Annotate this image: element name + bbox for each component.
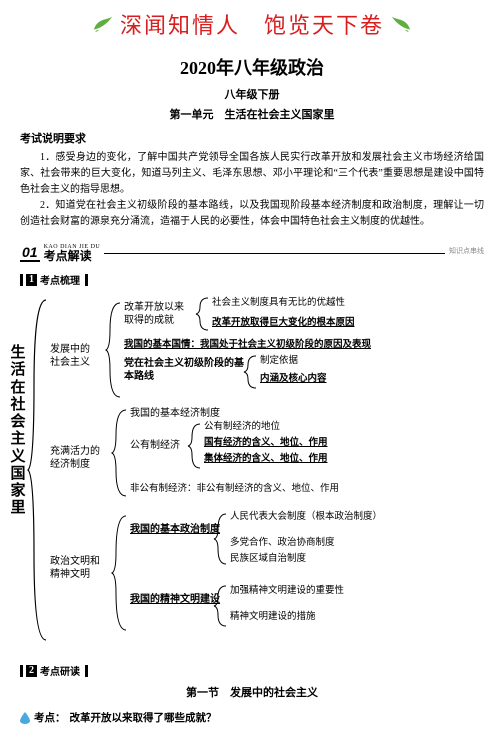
- para-1: 1．感受身边的变化，了解中国共产党领导全国各族人民实行改革开放和发展社会主义市场…: [20, 150, 484, 198]
- a3r1: 制定依据: [260, 355, 298, 367]
- a1: 改革开放以来 取得的成就: [124, 301, 184, 327]
- leaf-icon-left: [92, 15, 114, 33]
- subbox-2: 2 考点研读: [20, 663, 504, 678]
- grade-sub: 八年级下册: [0, 86, 504, 102]
- a3: 党在社会主义初级阶段的基本路线: [124, 357, 244, 383]
- kaodian-label: 考点：: [34, 710, 66, 725]
- a2: 我国的基本国情：我国处于社会主义初级阶段的原因及表现: [124, 339, 371, 351]
- c1r1: 人民代表大会制度（根本政治制度）: [230, 511, 382, 523]
- bar-icon: [20, 274, 23, 286]
- drop-icon: [20, 712, 30, 724]
- bracket-diagram: 生活在社会主义国家里 发展中的 社会主义 充满活力的 经济制度 政治文明和 精神…: [10, 295, 494, 655]
- subbox-text-1: 考点梳理: [40, 272, 80, 287]
- c2: 我国的精神文明建设: [130, 593, 220, 606]
- kaodian-q: 改革开放以来取得了哪些成就？: [70, 710, 217, 725]
- a3r2: 内涵及核心内容: [260, 373, 327, 385]
- unit-title: 第一单元 生活在社会主义国家里: [0, 106, 504, 122]
- b2r2: 国有经济的含义、地位、作用: [204, 437, 328, 449]
- bar-icon-b: [20, 665, 23, 677]
- kaodian-line: 考点： 改革开放以来取得了哪些成就？: [20, 710, 504, 725]
- diagram-root: 生活在社会主义国家里: [10, 345, 26, 518]
- section-bar-1: 01 KAO DIAN JIE DU 考点解读 知识点串线: [20, 244, 484, 264]
- b2r1: 公有制经济的地位: [204, 421, 280, 433]
- section2-title: 第一节 发展中的社会主义: [0, 684, 504, 700]
- page-root: 深闻知情人 饱览天下卷 2020年八年级政治 八年级下册 第一单元 生活在社会主…: [0, 0, 504, 725]
- a1r2: 改革开放取得巨大变化的根本原因: [212, 317, 355, 329]
- section-cn: 考点解读: [44, 250, 101, 262]
- c1r2: 多党合作、政治协商制度: [230, 537, 335, 549]
- section-right-note: 知识点串线: [445, 246, 484, 256]
- b2r3: 集体经济的含义、地位、作用: [204, 453, 328, 465]
- para-2: 2．知道党在社会主义初级阶段的基本路线，以及我国现阶段基本经济制度和政治制度，理…: [20, 198, 484, 230]
- b3: 非公有制经济：非公有制经济的含义、地位、作用: [130, 483, 339, 495]
- header-title: 深闻知情人 饱览天下卷: [120, 8, 384, 40]
- exam-req-label: 考试说明要求: [20, 130, 504, 146]
- l1-c: 政治文明和 精神文明: [50, 555, 100, 581]
- main-title: 2020年八年级政治: [0, 54, 504, 80]
- section-num: 01: [20, 244, 40, 262]
- subbox-text-2: 考点研读: [40, 663, 80, 678]
- bar-icon-b2: [85, 665, 88, 677]
- c1r3: 民族区域自治制度: [230, 553, 306, 565]
- c1: 我国的基本政治制度: [130, 523, 220, 536]
- section-bar-box-1: 01 KAO DIAN JIE DU 考点解读: [20, 244, 104, 262]
- subbox-num-1: 1: [26, 274, 37, 286]
- c2r2: 精神文明建设的措施: [230, 611, 316, 623]
- c2r1: 加强精神文明建设的重要性: [230, 585, 344, 597]
- subbox-1: 1 考点梳理: [20, 272, 504, 287]
- header: 深闻知情人 饱览天下卷: [0, 0, 504, 44]
- leaf-icon-right: [390, 15, 412, 33]
- l1-a: 发展中的 社会主义: [50, 343, 90, 369]
- subbox-num-2: 2: [26, 665, 37, 677]
- b1: 我国的基本经济制度: [130, 407, 220, 420]
- bar-icon-2: [85, 274, 88, 286]
- b2: 公有制经济: [130, 439, 180, 452]
- l1-b: 充满活力的 经济制度: [50, 445, 100, 471]
- a1r1: 社会主义制度具有无比的优越性: [212, 297, 345, 309]
